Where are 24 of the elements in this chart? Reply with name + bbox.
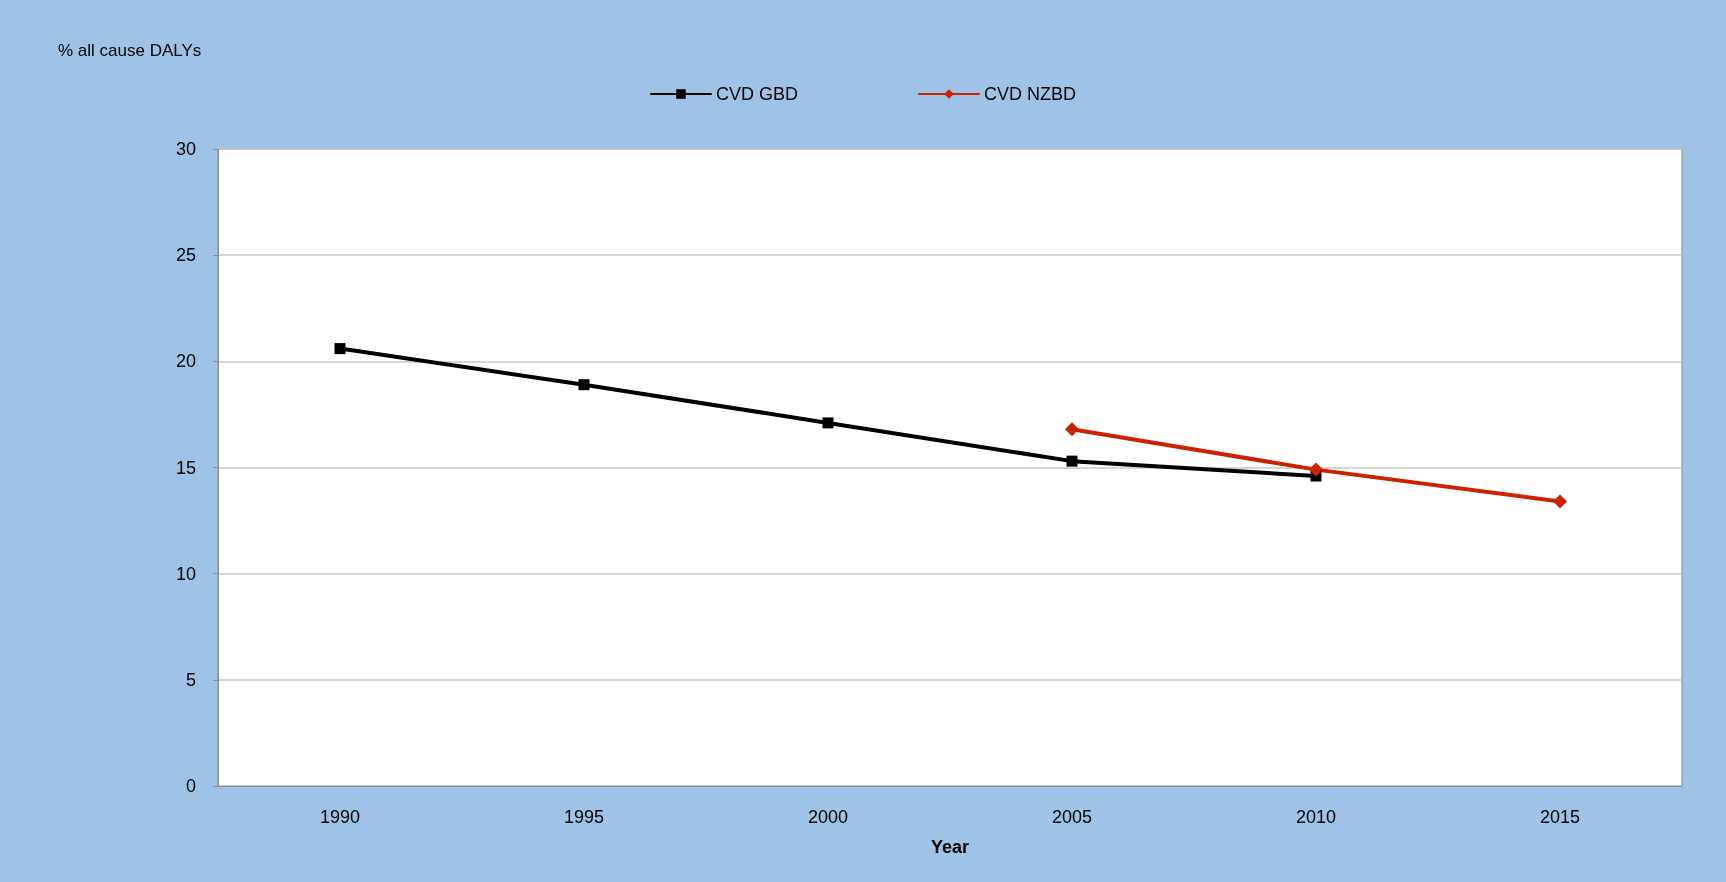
y-tick-label: 25 [175, 245, 196, 266]
x-tick-label: 2010 [1295, 807, 1337, 827]
point [334, 343, 346, 355]
point [1309, 462, 1323, 477]
point [1066, 455, 1078, 467]
x-tick-label: 2015 [1539, 807, 1581, 827]
legend-label: CVD NZBD [984, 84, 1077, 104]
y-tick-label: 10 [175, 563, 196, 584]
x-tick-label: 2000 [807, 807, 849, 827]
legend-label: CVD GBD [715, 84, 799, 104]
x-axis-title: Year [930, 837, 970, 857]
x-tick-label: 1995 [563, 807, 605, 827]
x-tick-label: 2005 [1051, 807, 1093, 827]
y-tick-label: 0 [185, 776, 196, 796]
y-tick-label: 20 [175, 351, 196, 372]
y-tick-label: 5 [185, 669, 196, 690]
point [1553, 494, 1567, 509]
point [578, 379, 590, 391]
y-tick-label: 30 [175, 139, 196, 159]
point [1065, 422, 1079, 437]
point [822, 417, 834, 429]
y-axis-title: % all cause DALYs [58, 41, 202, 60]
y-tick-label: 15 [175, 457, 196, 478]
x-tick-label: 1990 [319, 807, 361, 827]
